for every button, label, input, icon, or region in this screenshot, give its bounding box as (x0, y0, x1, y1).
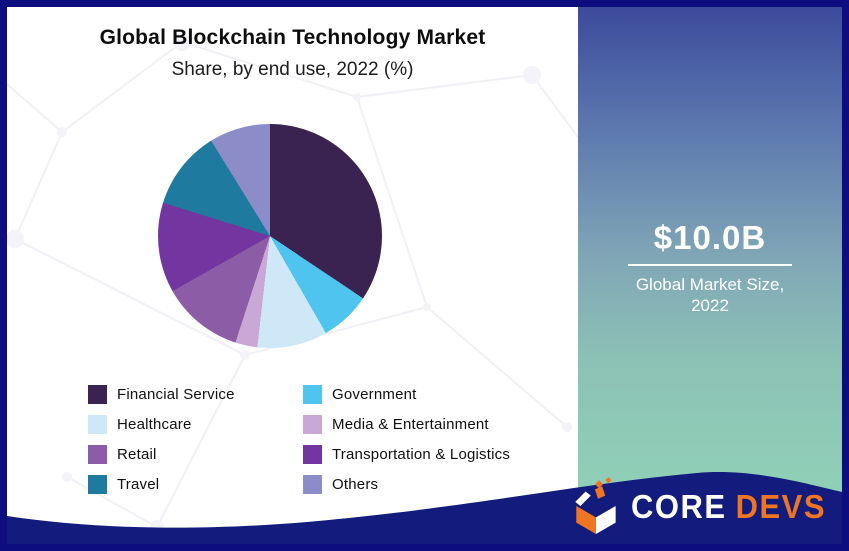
market-size-label-line2: 2022 (691, 296, 729, 316)
legend-swatch-icon (303, 385, 322, 404)
market-size-label-line1: Global Market Size, (635, 275, 785, 294)
legend-label: Retail (117, 446, 157, 463)
divider (628, 264, 792, 266)
legend-swatch-icon (303, 445, 322, 464)
legend-label: Others (332, 476, 379, 493)
legend-swatch-icon (88, 475, 107, 494)
legend-item: Media & Entertainment (303, 415, 510, 434)
chart-subtitle: Share, by end use, 2022 (%) (171, 59, 414, 80)
legend-label: Travel (117, 476, 160, 493)
legend-label: Government (332, 386, 417, 403)
brand-logo: CORE DEVS (574, 477, 826, 535)
legend-item: Financial Service (88, 385, 303, 404)
footer-wave (7, 472, 842, 544)
market-size-block: $10.0B Global Market Size, 2022 (578, 219, 842, 317)
market-size-sidebar: $10.0B Global Market Size, 2022 (578, 7, 842, 544)
legend-item: Retail (88, 445, 303, 464)
legend-item: Healthcare (88, 415, 303, 434)
brand-name-core: CORE (631, 487, 727, 525)
pie-chart (158, 124, 382, 348)
cube-box-flame-icon (575, 477, 616, 534)
legend-item: Travel (88, 475, 303, 494)
brand-name: CORE DEVS (631, 489, 826, 522)
legend-swatch-icon (88, 445, 107, 464)
legend-item: Transportation & Logistics (303, 445, 510, 464)
infographic-canvas: Global Blockchain Technology Market Shar… (7, 7, 842, 544)
chart-title: Global Blockchain Technology Market (99, 26, 486, 49)
chart-legend: Financial Service Government Healthcare … (88, 385, 510, 494)
legend-label: Financial Service (117, 386, 235, 403)
legend-swatch-icon (303, 415, 322, 434)
brand-name-devs: DEVS (735, 487, 826, 525)
legend-label: Transportation & Logistics (332, 446, 511, 463)
legend-label: Healthcare (117, 416, 192, 433)
market-size-label: Global Market Size, 2022 (578, 274, 842, 317)
legend-label: Media & Entertainment (332, 416, 489, 433)
legend-swatch-icon (88, 415, 107, 434)
chart-header: Global Blockchain Technology Market Shar… (7, 26, 578, 81)
legend-swatch-icon (303, 475, 322, 494)
legend-item: Others (303, 475, 510, 494)
legend-item: Government (303, 385, 510, 404)
market-size-value: $10.0B (653, 219, 767, 256)
legend-swatch-icon (88, 385, 107, 404)
